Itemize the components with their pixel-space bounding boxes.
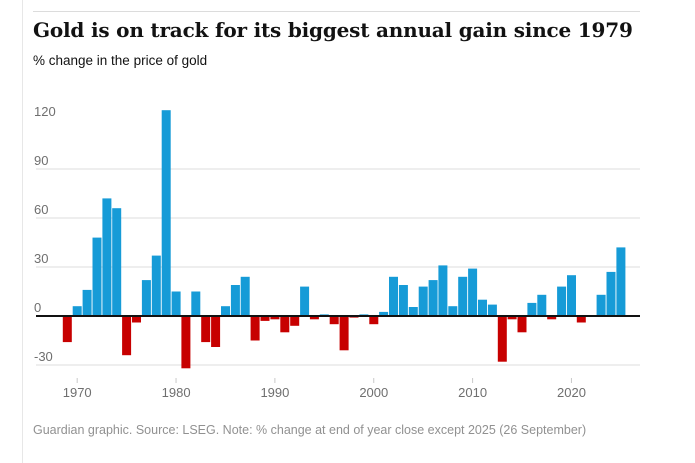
y-tick-label-120: 120 xyxy=(34,104,56,119)
bar-1992 xyxy=(290,316,300,326)
bar-1971 xyxy=(82,289,92,316)
y-tick-label-30: 30 xyxy=(34,251,48,266)
bar-2010 xyxy=(468,268,478,316)
bar-2023 xyxy=(596,294,606,316)
bar-1972 xyxy=(92,237,102,316)
bar-2008 xyxy=(448,306,458,316)
y-tick-label--30: -30 xyxy=(34,349,53,364)
bar-2011 xyxy=(478,299,487,316)
bar-1973 xyxy=(102,198,112,316)
bar-1980 xyxy=(171,291,181,316)
bar-2003 xyxy=(398,285,408,316)
x-axis-line xyxy=(36,315,640,317)
bar-1996 xyxy=(329,316,339,325)
bar-2014 xyxy=(507,316,517,320)
header-rule xyxy=(33,11,640,12)
bar-2012 xyxy=(487,304,497,316)
bar-1978 xyxy=(151,255,161,316)
x-tick-label-2010: 2010 xyxy=(458,385,487,400)
chart-title: Gold is on track for its biggest annual … xyxy=(33,18,633,42)
bar-2017 xyxy=(537,294,547,316)
bar-2002 xyxy=(389,276,398,316)
bar-1990 xyxy=(270,316,280,320)
bar-1997 xyxy=(339,316,349,351)
bar-2009 xyxy=(458,276,468,316)
bar-1986 xyxy=(230,285,240,316)
bar-1981 xyxy=(181,316,191,369)
bar-2001 xyxy=(379,311,389,316)
x-tick-label-2020: 2020 xyxy=(557,385,586,400)
x-tick-label-2000: 2000 xyxy=(359,385,388,400)
bar-1983 xyxy=(201,316,211,343)
bar-2006 xyxy=(428,280,438,316)
bar-2015 xyxy=(517,316,527,333)
bar-1970 xyxy=(72,306,82,316)
bar-1987 xyxy=(240,276,250,316)
source-note: Guardian graphic. Source: LSEG. Note: % … xyxy=(33,423,587,437)
bar-1989 xyxy=(260,316,270,321)
bar-1994 xyxy=(309,316,319,320)
bar-2019 xyxy=(557,286,567,316)
gold-annual-change-bar-chart: 120 90 60 30 0 -30 1970 1980 1990 2000 2010 2020 xyxy=(34,104,640,400)
x-tick-label-1970: 1970 xyxy=(63,385,92,400)
bar-2016 xyxy=(527,302,537,316)
bar-2025 xyxy=(616,247,626,316)
x-tick-label-1980: 1980 xyxy=(162,385,191,400)
left-column-divider xyxy=(22,0,23,463)
bar-1984 xyxy=(211,316,221,347)
bar-2020 xyxy=(567,275,576,316)
bar-2000 xyxy=(369,316,379,325)
bar-2021 xyxy=(576,316,586,323)
bar-1977 xyxy=(141,280,151,316)
bar-1969 xyxy=(62,316,72,343)
bar-2018 xyxy=(547,316,557,320)
y-tick-label-0: 0 xyxy=(34,300,41,315)
bar-1982 xyxy=(191,291,201,316)
bar-2013 xyxy=(497,316,507,362)
chart-subtitle: % change in the price of gold xyxy=(33,53,208,68)
bar-2024 xyxy=(606,271,616,316)
bar-1974 xyxy=(112,208,122,316)
bar-2004 xyxy=(408,307,418,316)
bar-1975 xyxy=(122,316,132,356)
bar-1979 xyxy=(161,110,171,316)
bar-1991 xyxy=(280,316,290,333)
y-tick-label-60: 60 xyxy=(34,202,48,217)
bar-2005 xyxy=(418,286,428,316)
bar-1988 xyxy=(250,316,260,341)
bar-1993 xyxy=(300,286,310,316)
y-tick-label-90: 90 xyxy=(34,153,48,168)
bar-1976 xyxy=(132,316,141,323)
bar-2007 xyxy=(438,265,448,316)
bar-1985 xyxy=(221,306,230,316)
x-tick-label-1990: 1990 xyxy=(260,385,289,400)
